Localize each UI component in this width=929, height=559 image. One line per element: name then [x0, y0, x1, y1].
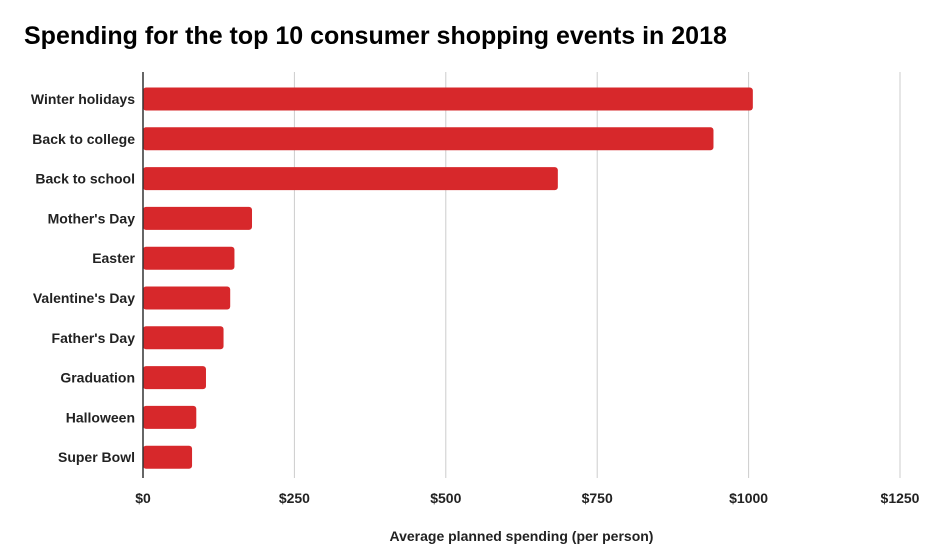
category-label: Mother's Day [48, 210, 136, 226]
x-tick-label: $0 [135, 490, 151, 506]
category-label: Easter [92, 250, 135, 266]
chart-title: Spending for the top 10 consumer shoppin… [24, 22, 727, 50]
category-label: Father's Day [52, 330, 136, 346]
x-tick-labels: $0 $250 $500 $750 $1000 $1250 [135, 490, 919, 506]
bars [143, 87, 753, 469]
category-label: Graduation [60, 370, 135, 386]
category-label: Back to college [32, 131, 135, 147]
x-tick-label: $250 [279, 490, 310, 506]
category-label: Halloween [66, 409, 135, 425]
bar [143, 286, 231, 310]
x-tick-label: $500 [430, 490, 461, 506]
x-tick-label: $1250 [881, 490, 920, 506]
category-label: Valentine's Day [33, 290, 135, 306]
bar [143, 87, 753, 111]
category-label: Super Bowl [58, 449, 135, 465]
x-tick-label: $1000 [729, 490, 768, 506]
bar [143, 445, 193, 469]
x-tick-label: $750 [582, 490, 613, 506]
bar [143, 167, 558, 191]
bar [143, 127, 714, 151]
x-axis-title: Average planned spending (per person) [389, 528, 654, 544]
bar [143, 206, 253, 230]
bar [143, 246, 235, 270]
category-label: Back to school [35, 171, 135, 187]
category-label: Winter holidays [31, 91, 135, 107]
category-labels: Winter holidays Back to college Back to sc… [31, 91, 136, 465]
bar [143, 366, 206, 390]
bar [143, 326, 224, 350]
bar [143, 405, 197, 429]
